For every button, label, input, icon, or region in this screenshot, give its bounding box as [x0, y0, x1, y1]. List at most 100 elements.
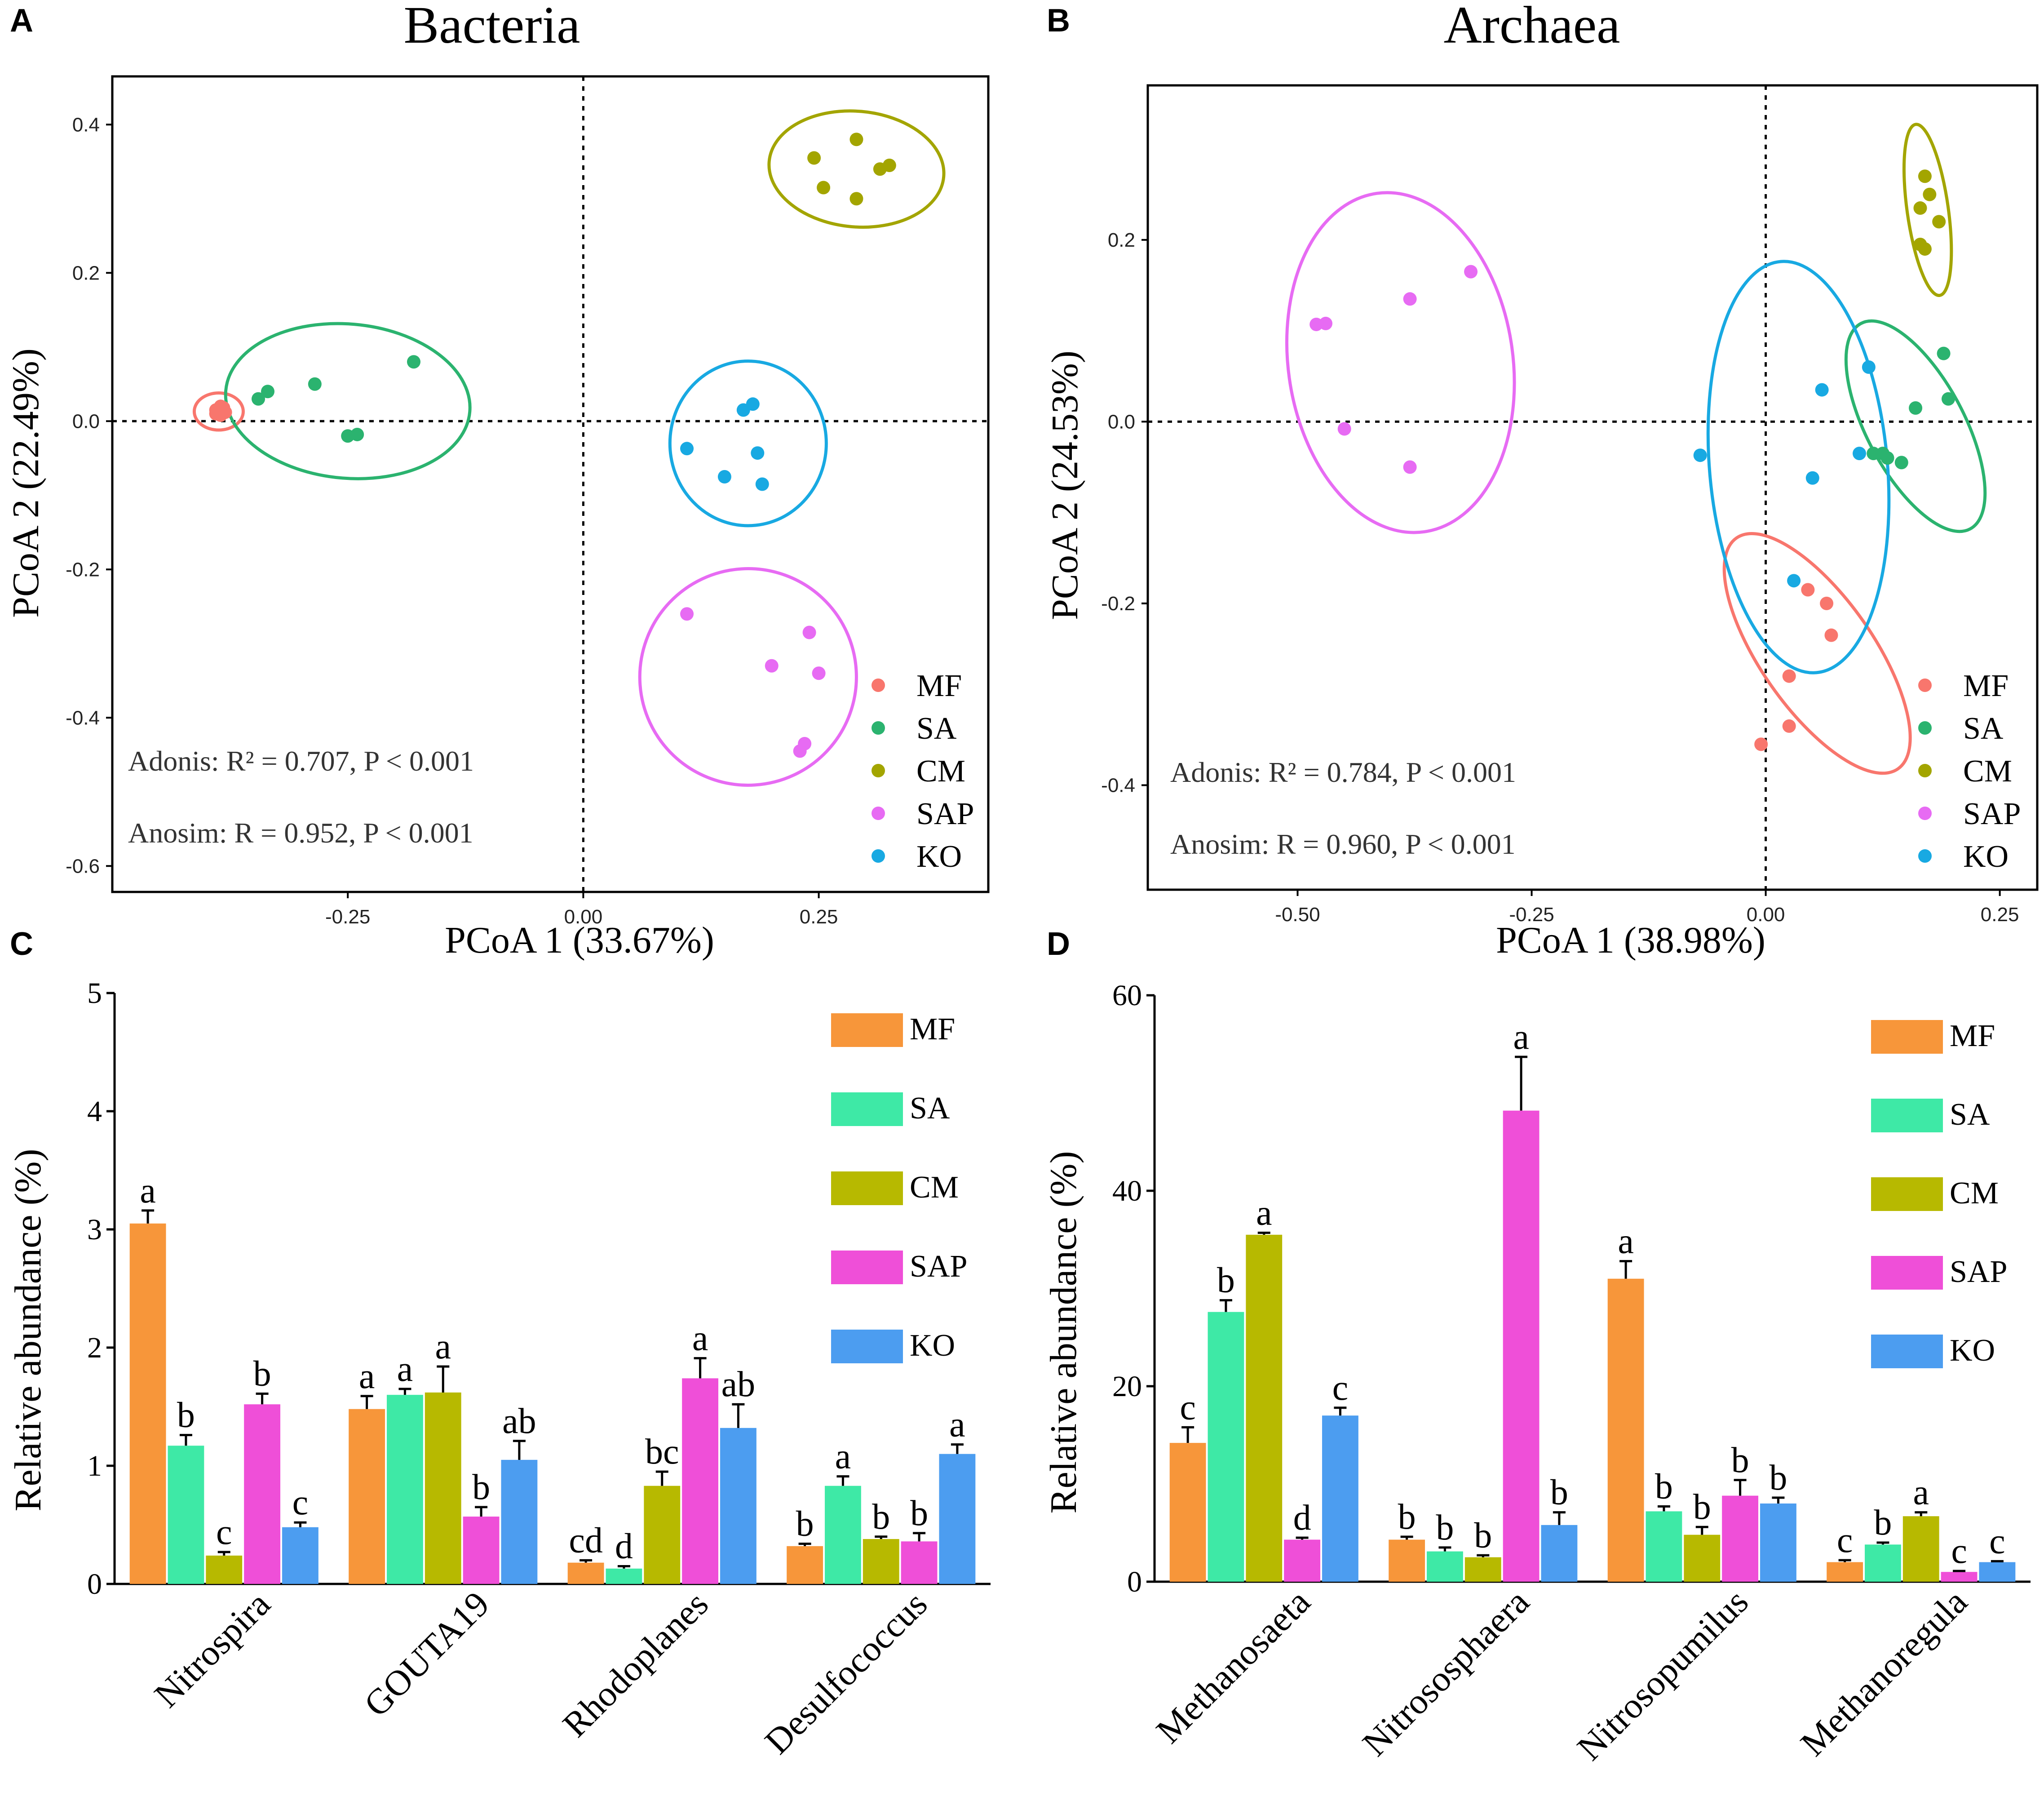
point-cm	[1918, 169, 1932, 183]
bar-mf-nitrospira	[129, 1223, 166, 1584]
point-cm	[817, 181, 831, 195]
legend: MF SA CM SAP KO	[1871, 1019, 2007, 1368]
bar-mf-methanoregula	[1827, 1562, 1863, 1582]
point-cm	[1913, 201, 1927, 215]
ellipse-mf	[192, 391, 245, 432]
legend-marker-mf	[872, 679, 885, 692]
legend-label-cm: CM	[910, 1170, 959, 1205]
panel-label-a: A	[10, 3, 33, 39]
bar-sa-methanoregula	[1865, 1544, 1901, 1582]
legend-swatch-sa	[1871, 1099, 1943, 1132]
legend: MF SA CM SAP KO	[872, 669, 974, 874]
plot-frame	[1146, 84, 2039, 891]
significance-letter: b	[1655, 1467, 1673, 1507]
x-tick-label: -0.25	[325, 906, 370, 928]
bar-sap-nitrosopumilus	[1722, 1495, 1758, 1582]
significance-letter: c	[1180, 1388, 1196, 1427]
y-tick-label: 0.0	[1108, 411, 1135, 433]
point-ko	[1787, 574, 1801, 588]
x-tick-label: 0.00	[564, 906, 603, 928]
bar-sap-desulfococcus	[901, 1541, 938, 1584]
group-ellipses	[192, 109, 946, 787]
legend-swatch-ko	[831, 1330, 903, 1363]
bar-cm-rhodoplanes	[644, 1486, 681, 1584]
point-ko	[746, 397, 760, 411]
significance-letter: b	[1398, 1497, 1416, 1537]
x-tick-label: -0.25	[1509, 904, 1554, 926]
legend-swatch-mf	[831, 1013, 903, 1047]
point-cm	[849, 192, 863, 206]
bar-cm-methanosaeta	[1246, 1234, 1283, 1582]
x-ticks: -0.50 -0.25 0.00 0.25	[1275, 890, 2019, 926]
legend-label-cm: CM	[1963, 754, 2012, 789]
category-label-methanoregula: Methanoregula	[1793, 1582, 1975, 1764]
significance-letter: d	[1293, 1498, 1311, 1538]
point-mf	[1824, 628, 1838, 642]
significance-letter: b	[1874, 1503, 1892, 1543]
legend-swatch-mf	[1871, 1020, 1943, 1054]
legend-marker-ko	[1918, 849, 1932, 863]
panel-label-b: B	[1047, 3, 1070, 39]
significance-letter: b	[177, 1396, 195, 1435]
x-tick-label: 0.00	[1747, 904, 1785, 926]
y-axis-label: Relative abundance (%)	[1043, 1151, 1084, 1514]
legend-marker-sap	[1918, 807, 1932, 820]
bar-cm-nitrosopumilus	[1684, 1535, 1721, 1582]
significance-letter: c	[1837, 1521, 1853, 1560]
legend-label-ko: KO	[916, 839, 962, 874]
significance-letter: c	[216, 1512, 232, 1552]
point-cm	[1918, 242, 1932, 256]
bar-sap-nitrososphaera	[1503, 1110, 1540, 1582]
legend-swatch-cm	[831, 1171, 903, 1205]
bar-mf-rhodoplanes	[567, 1562, 604, 1584]
significance-letter: bc	[645, 1432, 679, 1472]
legend-label-cm: CM	[1950, 1176, 1999, 1211]
point-sa	[1909, 401, 1923, 415]
significance-letter: d	[615, 1527, 633, 1566]
significance-letter: a	[435, 1327, 451, 1366]
legend-marker-cm	[1918, 764, 1932, 777]
legend-label-cm: CM	[916, 754, 965, 789]
significance-letter: b	[910, 1494, 928, 1533]
significance-letter: b	[1550, 1473, 1568, 1512]
bar-mf-methanosaeta	[1169, 1443, 1206, 1582]
significance-letter: b	[253, 1354, 271, 1394]
point-sap	[798, 737, 812, 750]
point-ko	[680, 442, 694, 456]
y-tick-label: 2	[87, 1331, 102, 1364]
x-tick-label: 0.25	[800, 906, 838, 928]
panel-label-c: C	[10, 926, 33, 962]
category-labels: Methanosaeta Nitrososphaera Nitrosopumilus…	[1149, 1582, 1975, 1768]
y-tick-label: 0.0	[72, 410, 100, 432]
point-sa	[252, 392, 265, 406]
legend-label-sap: SAP	[1963, 797, 2021, 831]
significance-letter: b	[1436, 1508, 1454, 1548]
y-tick-label: -0.6	[66, 855, 100, 877]
point-sa	[1880, 451, 1894, 465]
sample-points	[1310, 169, 1955, 751]
y-ticks: 0 1 2 3 4 5	[87, 977, 115, 1601]
y-ticks: 0.4 0.2 0.0 -0.2 -0.4 -0.6	[66, 114, 112, 877]
significance-letter: c	[292, 1483, 309, 1522]
point-sa	[407, 355, 420, 369]
significance-letter: b	[796, 1504, 814, 1544]
bar-cm-desulfococcus	[863, 1539, 899, 1584]
significance-letter: a	[140, 1171, 156, 1211]
y-tick-label: 1	[87, 1450, 102, 1482]
significance-letter: b	[1769, 1458, 1787, 1498]
bar-mf-nitrosopumilus	[1607, 1278, 1644, 1582]
anosim-annotation: Anosim: R = 0.952, P < 0.001	[128, 817, 473, 849]
ellipse-cm	[1902, 123, 1953, 297]
legend-label-sa: SA	[1950, 1097, 1990, 1132]
point-mf	[217, 401, 230, 415]
bar-sa-methanosaeta	[1208, 1312, 1244, 1582]
pcoa-bacteria-panel: Bacteria -0.25 0.00 0.25 0.4 0.2 0.0 -0.2 -0.4…	[5, 0, 990, 961]
x-tick-label: 0.25	[1981, 904, 2019, 926]
significance-letter: a	[949, 1405, 965, 1445]
bar-ko-nitrososphaera	[1541, 1525, 1578, 1582]
y-axis-label: Relative abundance (%)	[7, 1149, 49, 1512]
point-cm	[807, 151, 821, 165]
